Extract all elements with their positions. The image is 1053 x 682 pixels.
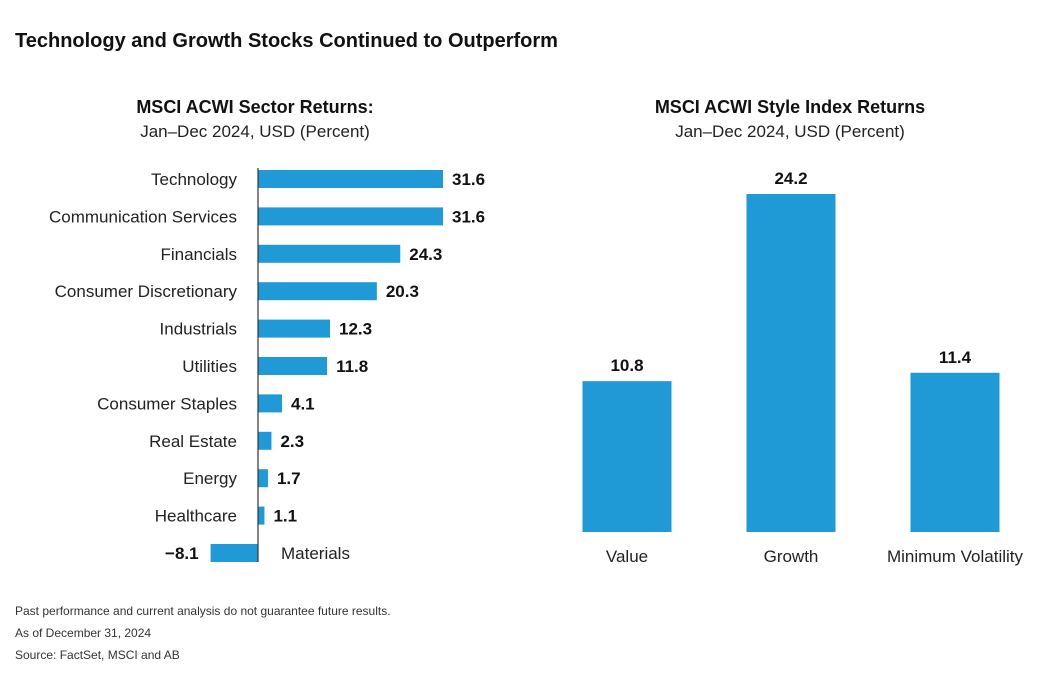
sector-value-label: 20.3	[386, 282, 419, 301]
sector-bar	[258, 207, 443, 226]
sector-value-label: 24.3	[409, 245, 442, 264]
sector-value-label: 1.1	[273, 507, 297, 526]
style-bar	[746, 194, 836, 532]
sector-bar	[258, 319, 331, 338]
sector-category-label: Technology	[151, 170, 238, 189]
sector-bar	[258, 170, 443, 188]
source: Source: FactSet, MSCI and AB	[15, 648, 180, 662]
sector-category-label: Real Estate	[149, 432, 237, 451]
sector-value-label: 1.7	[277, 469, 301, 488]
style-category-label: Value	[606, 547, 648, 566]
style-category-label: Minimum Volatility	[887, 547, 1024, 566]
sector-value-label: 12.3	[339, 320, 372, 339]
style-chart-heading: MSCI ACWI Style Index Returns Jan–Dec 20…	[590, 97, 990, 142]
sector-category-label: Utilities	[182, 357, 237, 376]
style-value-label: 11.4	[939, 348, 972, 367]
style-bar	[582, 381, 672, 532]
sector-category-label: Financials	[160, 245, 237, 264]
sector-value-label: −8.1	[165, 544, 199, 563]
style-chart-subtitle: Jan–Dec 2024, USD (Percent)	[675, 122, 905, 141]
sector-value-label: 11.8	[336, 357, 368, 376]
chart-title: Technology and Growth Stocks Continued t…	[15, 30, 558, 52]
sector-bar	[258, 506, 265, 525]
sector-chart-title: MSCI ACWI Sector Returns:	[136, 97, 374, 117]
sector-value-label: 4.1	[291, 394, 315, 413]
sector-category-label: Communication Services	[49, 207, 237, 226]
sector-bar	[258, 394, 283, 413]
sector-value-label: 2.3	[280, 432, 304, 451]
sector-bar	[258, 244, 401, 263]
sector-value-label: 31.6	[452, 207, 485, 226]
sector-bar	[258, 469, 268, 488]
sector-category-label: Industrials	[160, 320, 237, 339]
sector-bar	[258, 282, 377, 301]
style-chart-title: MSCI ACWI Style Index Returns	[654, 97, 926, 117]
style-category-label: Growth	[764, 547, 819, 566]
sector-bar	[258, 431, 272, 450]
sector-value-label: 31.6	[452, 170, 485, 189]
sector-bar	[210, 544, 258, 562]
sector-category-label: Energy	[183, 469, 237, 488]
sector-category-label: Materials	[281, 544, 350, 563]
style-value-label: 10.8	[610, 356, 643, 375]
sector-bar	[258, 357, 328, 375]
as-of-date: As of December 31, 2024	[15, 626, 152, 640]
style-bar	[910, 372, 1000, 532]
sector-chart-heading: MSCI ACWI Sector Returns: Jan–Dec 2024, …	[85, 97, 425, 142]
disclaimer: Past performance and current analysis do…	[15, 604, 391, 618]
sector-category-label: Consumer Staples	[97, 394, 237, 413]
sector-category-label: Healthcare	[155, 507, 237, 526]
style-value-label: 24.2	[774, 169, 807, 188]
sector-chart-subtitle: Jan–Dec 2024, USD (Percent)	[140, 122, 370, 141]
sector-category-label: Consumer Discretionary	[55, 282, 238, 301]
